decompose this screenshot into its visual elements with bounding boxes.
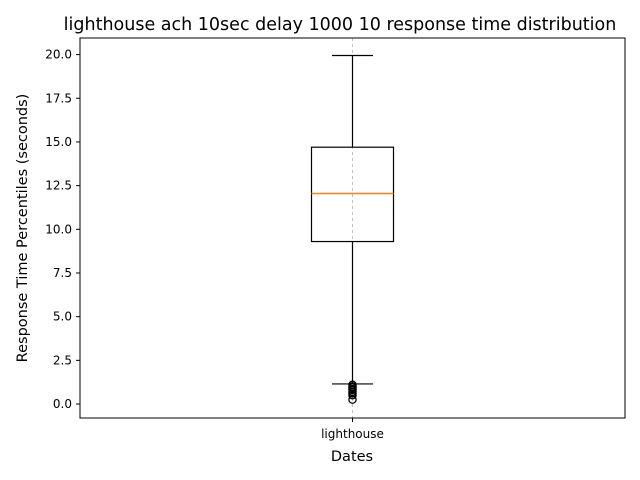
y-tick-label: 10.0	[45, 222, 72, 236]
outlier-point	[348, 391, 357, 400]
y-axis: 0.0 2.5 5.0 7.5 10.0 12.5 15.0 17.5 20.0	[45, 48, 80, 411]
y-tick-label: 20.0	[45, 48, 72, 62]
y-tick-label: 15.0	[45, 135, 72, 149]
y-tick-label: 17.5	[45, 91, 72, 105]
chart-title: lighthouse ach 10sec delay 1000 10 respo…	[64, 15, 617, 35]
outlier-point	[348, 395, 357, 404]
box-layer	[310, 54, 395, 404]
y-tick-label: 7.5	[53, 266, 72, 280]
y-tick-label: 2.5	[53, 353, 72, 367]
y-axis-label: Response Time Percentiles (seconds)	[15, 94, 31, 363]
y-tick-label: 0.0	[53, 397, 72, 411]
x-tick-label: lighthouse	[321, 427, 384, 441]
x-axis: lighthouse	[321, 418, 384, 441]
y-tick-label: 5.0	[53, 310, 72, 324]
x-axis-label: Dates	[331, 449, 373, 465]
iqr-box	[310, 146, 395, 243]
y-tick-label: 12.5	[45, 179, 72, 193]
